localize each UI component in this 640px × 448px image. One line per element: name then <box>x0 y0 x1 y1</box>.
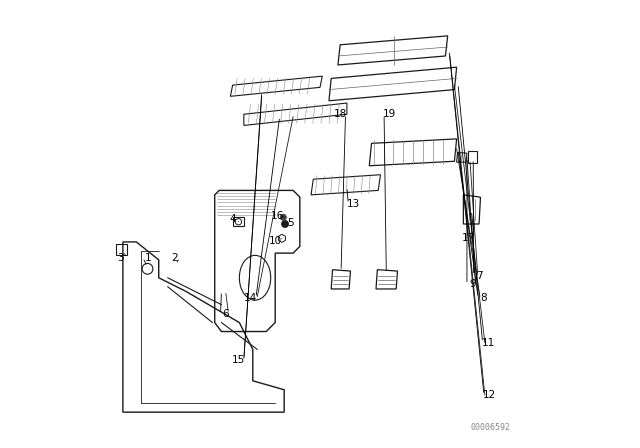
Text: 14: 14 <box>244 293 257 303</box>
Bar <box>116 244 127 255</box>
Text: 7: 7 <box>476 271 483 280</box>
Text: 18: 18 <box>333 109 347 119</box>
Bar <box>468 151 477 163</box>
Text: 2: 2 <box>171 253 178 263</box>
Text: 9: 9 <box>469 280 476 289</box>
Text: 12: 12 <box>483 390 496 400</box>
Text: 1: 1 <box>145 253 151 263</box>
Polygon shape <box>278 234 285 242</box>
Circle shape <box>282 220 289 228</box>
Text: 19: 19 <box>383 109 396 119</box>
Text: 00006592: 00006592 <box>470 423 510 432</box>
Text: 16: 16 <box>271 211 284 221</box>
Text: 3: 3 <box>117 253 124 263</box>
Text: 4: 4 <box>229 214 236 224</box>
Text: 17: 17 <box>462 233 476 243</box>
Text: 13: 13 <box>347 199 360 209</box>
Text: 15: 15 <box>232 355 245 365</box>
Circle shape <box>280 214 287 220</box>
Text: 8: 8 <box>480 293 487 303</box>
Bar <box>233 217 244 226</box>
Text: 10: 10 <box>269 236 282 246</box>
Text: 11: 11 <box>481 338 495 348</box>
Text: 5: 5 <box>287 218 294 228</box>
Text: 6: 6 <box>223 309 229 319</box>
